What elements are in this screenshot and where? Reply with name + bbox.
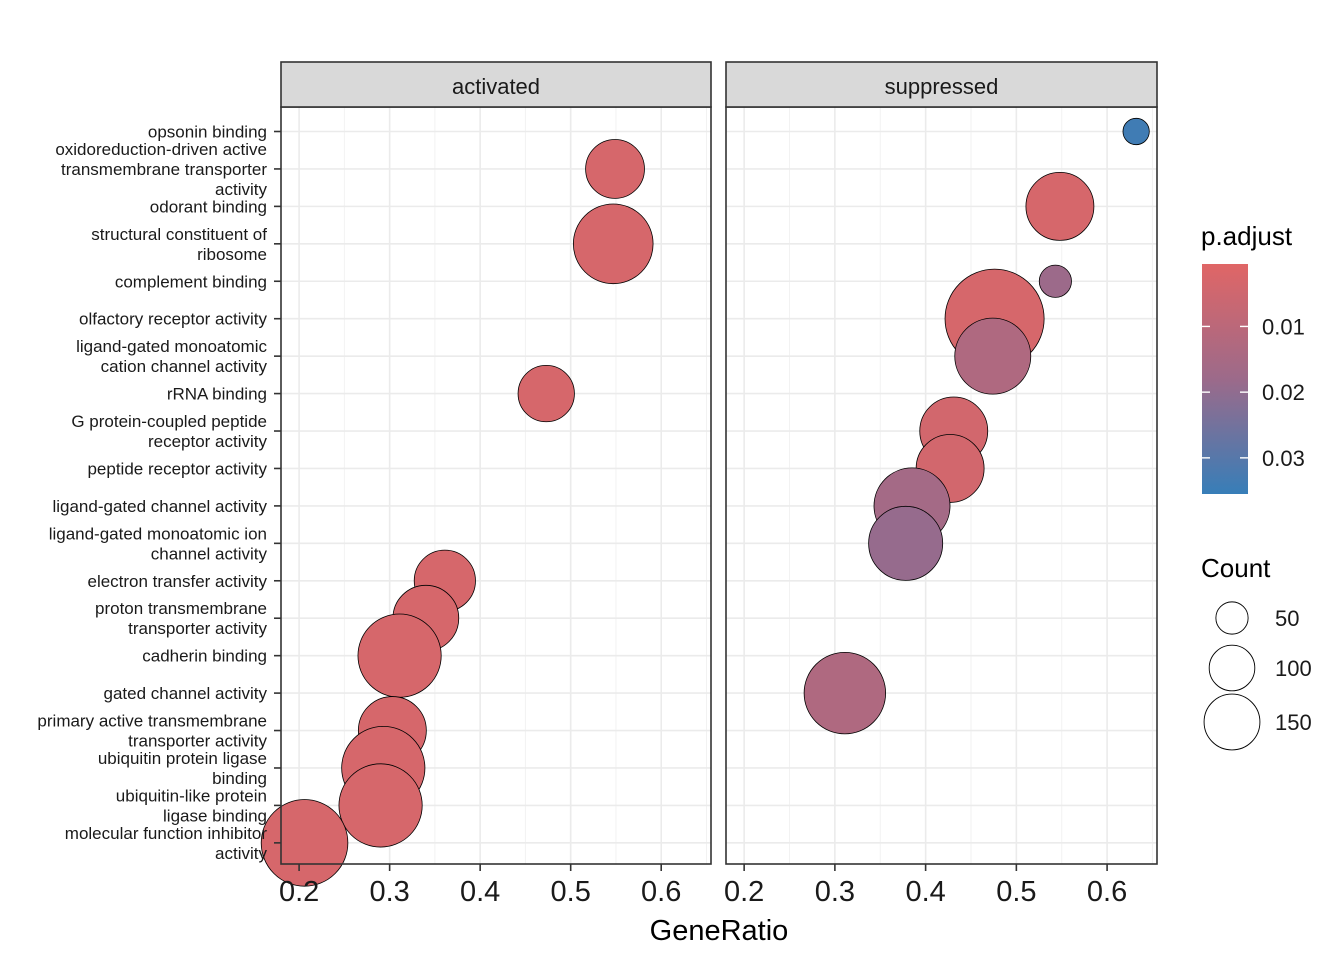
size-legend-circle (1203, 693, 1261, 751)
y-tick-label: molecular function inhibitor activity (65, 824, 268, 863)
y-tick-label: ligand-gated monoatomic cation channel ac… (76, 337, 267, 376)
y-tick-label: proton transmembrane transporter activity (95, 599, 267, 638)
size-legend-title: Count (1201, 553, 1271, 583)
data-point (517, 364, 575, 423)
x-axis-title: GeneRatio (650, 915, 789, 947)
panels: activated 0.2 0.3 0.4 0.5 0.6 suppressed 0.2 0.3… (260, 61, 1158, 908)
y-tick-label: structural constituent of ribosome (91, 225, 267, 264)
y-tick-label: electron transfer activity (87, 572, 267, 591)
y-tick-label: oxidoreduction-driven active transmembran… (55, 140, 267, 199)
x-tick-label: 0.4 (905, 876, 945, 908)
panel-activated: activated 0.2 0.3 0.4 0.5 0.6 (260, 61, 712, 908)
x-tick-label: 0.6 (1087, 876, 1127, 908)
x-tick-label: 0.2 (724, 876, 764, 908)
facet-strip (725, 61, 1158, 108)
color-legend-label: 0.03 (1262, 446, 1305, 471)
data-point (1122, 117, 1150, 146)
size-legend-circle (1208, 644, 1256, 692)
data-point (1038, 264, 1072, 298)
y-tick-label: ubiquitin protein ligase binding (98, 749, 267, 788)
x-tick-label: 0.5 (551, 876, 591, 908)
facet-label: suppressed (885, 74, 999, 99)
y-tick-label: complement binding (115, 272, 267, 291)
data-point (1025, 171, 1095, 241)
data-point (868, 505, 944, 581)
x-tick-label: 0.3 (369, 876, 409, 908)
color-legend-label: 0.02 (1262, 380, 1305, 405)
y-tick-label: ligand-gated monoatomic ion channel activ… (49, 524, 268, 563)
y-tick-label: opsonin binding (148, 123, 267, 142)
y-tick-label: cadherin binding (142, 647, 267, 666)
size-legend-label: 150 (1275, 710, 1312, 735)
size-legend-label: 50 (1275, 606, 1299, 631)
x-tick-label: 0.4 (460, 876, 500, 908)
y-tick-label: ligand-gated channel activity (52, 497, 267, 516)
facet-label: activated (452, 74, 540, 99)
y-tick-label: peptide receptor activity (87, 459, 267, 478)
data-point (585, 139, 645, 199)
size-legend-label: 100 (1275, 656, 1312, 681)
x-tick-label: 0.5 (996, 876, 1036, 908)
y-tick-label: ubiquitin-like protein ligase binding (116, 786, 267, 825)
data-point (572, 203, 654, 285)
data-point (954, 317, 1032, 395)
color-legend-label: 0.01 (1262, 314, 1305, 339)
y-tick-label: primary active transmembrane transporter … (37, 712, 267, 751)
size-legend-circle (1215, 601, 1249, 635)
x-tick-label: 0.6 (641, 876, 681, 908)
y-tick-label: G protein-coupled peptide receptor activi… (71, 412, 267, 451)
data-point (338, 763, 423, 848)
y-tick-label: gated channel activity (104, 684, 268, 703)
y-tick-label: olfactory receptor activity (79, 310, 268, 329)
color-bar (1202, 264, 1248, 494)
y-tick-label: odorant binding (150, 197, 267, 216)
facet-strip (280, 61, 712, 108)
color-legend-title: p.adjust (1201, 221, 1293, 251)
y-tick-label: rRNA binding (167, 385, 267, 404)
data-point (357, 613, 442, 698)
x-tick-label: 0.3 (815, 876, 855, 908)
panel-suppressed: suppressed 0.2 0.3 0.4 0.5 0.6 (724, 61, 1158, 908)
data-point (803, 651, 887, 735)
x-tick-label: 0.2 (279, 876, 319, 908)
